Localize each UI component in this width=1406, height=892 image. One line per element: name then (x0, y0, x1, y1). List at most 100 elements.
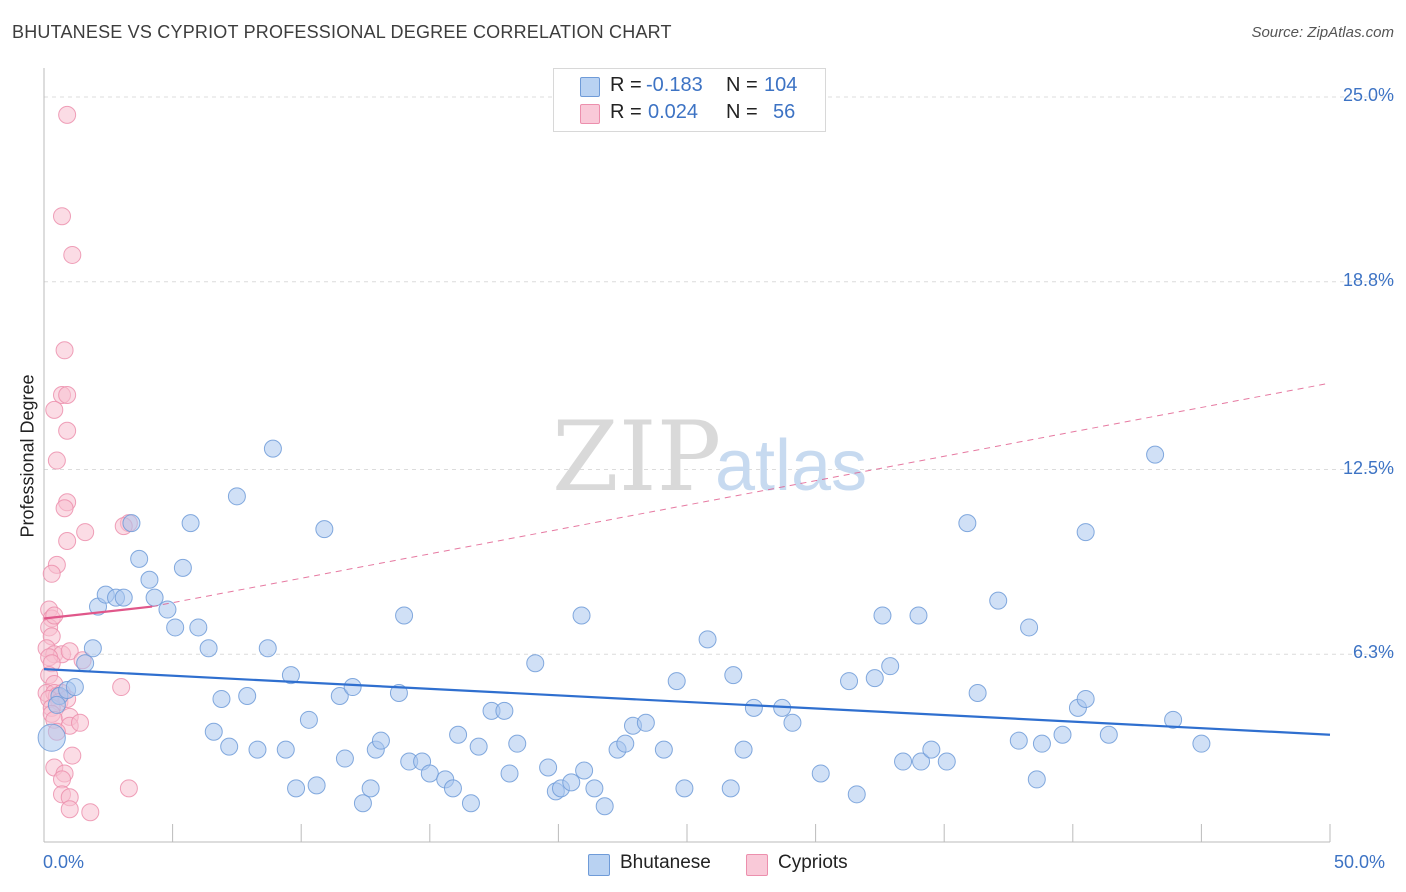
bhutanese-point (734, 740, 753, 759)
bhutanese-point (47, 695, 66, 714)
bhutanese-point (675, 779, 694, 798)
bhutanese-point (299, 710, 318, 729)
source-label: Source: ZipAtlas.com (1251, 24, 1394, 41)
bhutanese-point (654, 740, 673, 759)
bhutanese-point (122, 514, 141, 533)
bhutanese-point (865, 669, 884, 688)
bhutanese-point (894, 752, 913, 771)
y-tick-label: 25.0% (1342, 85, 1394, 105)
cypriots-trend-extension (151, 382, 1331, 608)
bhutanese-point (281, 666, 300, 685)
bhutanese-point (443, 779, 462, 798)
bhutanese-point (912, 752, 931, 771)
bhutanese-point (539, 758, 558, 777)
bottom-legend-label: Cypriots (778, 852, 848, 873)
cypriots-point (58, 386, 77, 404)
bhutanese-point (199, 639, 218, 658)
bhutanese-point (909, 606, 928, 625)
bhutanese-point (37, 723, 66, 752)
bhutanese-point (181, 514, 200, 533)
legend-swatch-blue (580, 77, 600, 97)
bottom-legend-swatch-pink (746, 854, 768, 876)
bhutanese-point (145, 588, 164, 607)
cypriots-point (58, 105, 77, 124)
bhutanese-point (307, 776, 326, 795)
bottom-legend-swatch-blue (588, 854, 610, 876)
bhutanese-point (1009, 731, 1028, 750)
legend-n-value: 56 (773, 101, 796, 123)
legend-r-label: R = (610, 101, 642, 123)
bhutanese-point (248, 740, 267, 759)
bhutanese-point (724, 666, 743, 685)
bhutanese-point (287, 779, 306, 798)
bhutanese-point (212, 689, 231, 708)
y-tick-label: 12.5% (1342, 457, 1394, 478)
bhutanese-point (667, 672, 686, 691)
bhutanese-point (1146, 445, 1165, 464)
bhutanese-point (130, 549, 149, 568)
x-tick-min: 0.0% (43, 852, 85, 872)
bhutanese-point (721, 779, 740, 798)
bhutanese-point (840, 672, 859, 691)
bhutanese-point (500, 764, 519, 783)
bhutanese-point (469, 737, 488, 756)
cypriots-point (71, 713, 90, 732)
cypriots-point (42, 564, 61, 583)
bhutanese-point (1192, 734, 1211, 753)
cypriots-trend-line (43, 605, 153, 620)
bhutanese-point (636, 713, 655, 732)
bhutanese-point (76, 654, 95, 673)
bhutanese-point (276, 740, 295, 759)
bhutanese-point (575, 761, 594, 780)
bhutanese-point (958, 514, 977, 533)
bhutanese-point (449, 725, 468, 744)
cypriots-point (60, 800, 79, 819)
cypriots-point (53, 207, 72, 226)
bhutanese-point (508, 734, 527, 753)
bhutanese-point (937, 752, 956, 771)
bhutanese-trend-line (43, 668, 1331, 736)
bhutanese-point (1164, 710, 1183, 729)
bhutanese-point (389, 684, 408, 702)
bhutanese-point (330, 686, 349, 705)
cypriots-point (45, 606, 64, 625)
bhutanese-point (881, 657, 900, 676)
bhutanese-point (1053, 725, 1072, 744)
bhutanese-point (1020, 618, 1039, 637)
bhutanese-point (698, 630, 717, 649)
bhutanese-point (526, 654, 545, 673)
bhutanese-point (1032, 734, 1051, 753)
legend-r-label: R = (610, 74, 642, 96)
bhutanese-point (616, 734, 635, 753)
bottom-legend-cypriots: Cypriots (746, 852, 848, 876)
bhutanese-point (238, 686, 257, 705)
bhutanese-point (847, 785, 866, 804)
bhutanese-point (1076, 689, 1095, 708)
bhutanese-point (189, 618, 208, 637)
cypriots-point (55, 341, 74, 360)
bhutanese-point (335, 749, 354, 768)
bhutanese-point (361, 779, 380, 798)
legend-n-value: 104 (764, 74, 798, 96)
cypriots-point (112, 678, 131, 697)
bhutanese-point (968, 684, 987, 702)
bhutanese-point (585, 779, 604, 798)
bhutanese-point (1076, 523, 1095, 542)
bhutanese-point (572, 606, 591, 625)
cypriots-point (58, 532, 77, 551)
bhutanese-point (263, 439, 282, 458)
bhutanese-point (989, 591, 1008, 610)
bhutanese-point (371, 731, 390, 750)
bhutanese-point (227, 487, 246, 506)
cypriots-point (76, 523, 95, 542)
bhutanese-point (343, 678, 362, 697)
cypriots-point (63, 245, 82, 264)
cypriots-point (119, 779, 138, 798)
bhutanese-point (595, 797, 614, 816)
bhutanese-point (495, 701, 514, 720)
watermark-atlas: atlas (715, 426, 867, 506)
cypriots-point (63, 746, 82, 765)
cypriots-point (60, 642, 79, 661)
bhutanese-point (922, 740, 941, 759)
bhutanese-point (258, 639, 277, 658)
